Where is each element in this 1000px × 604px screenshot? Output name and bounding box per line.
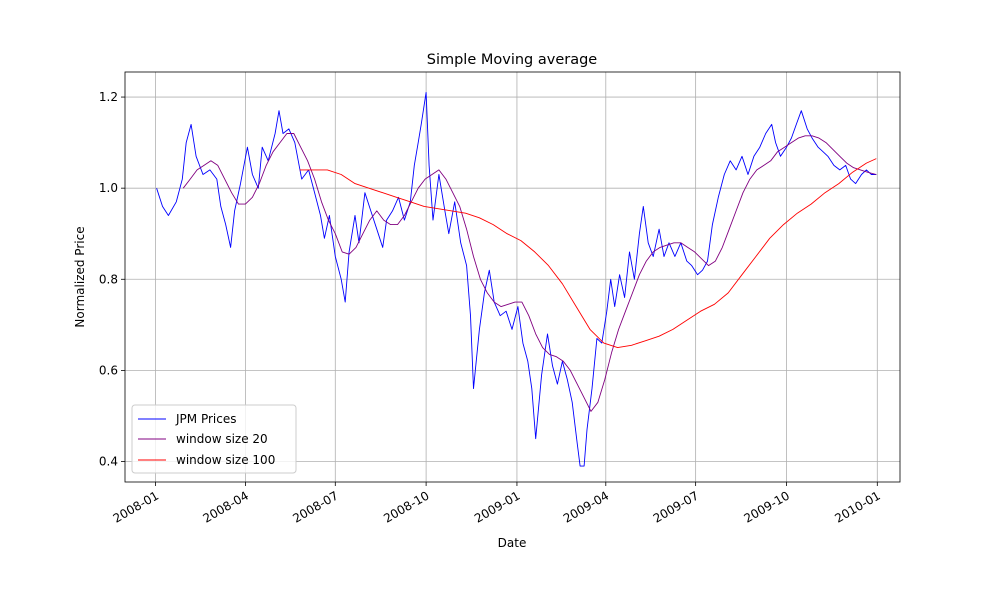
series-line-window-20 — [182, 133, 877, 412]
x-tick-label: 2008-07 — [290, 488, 340, 525]
y-tick-label: 1.2 — [99, 90, 118, 104]
x-tick-label: 2009-04 — [561, 488, 611, 525]
legend-label-window-20: window size 20 — [176, 432, 268, 446]
y-tick-label: 1.0 — [99, 181, 118, 195]
y-axis-label: Normalized Price — [73, 226, 87, 327]
y-tick-label: 0.8 — [99, 272, 118, 286]
legend: JPM Prices window size 20 window size 10… — [131, 404, 297, 474]
y-tick-label: 0.6 — [99, 363, 118, 377]
legend-box — [131, 404, 297, 474]
legend-label-jpm-prices: JPM Prices — [175, 412, 236, 426]
legend-label-window-100: window size 100 — [176, 453, 275, 467]
series-line-window-100 — [299, 158, 877, 349]
x-axis-label: Date — [498, 536, 527, 550]
series-line-jpm-prices — [156, 92, 877, 467]
y-tick-label: 0.4 — [99, 455, 118, 469]
x-tick-label: 2009-01 — [472, 488, 522, 525]
x-tick-label: 2008-04 — [201, 488, 251, 525]
x-tick-label: 2009-10 — [742, 488, 792, 525]
plot-frame — [124, 71, 901, 483]
x-tick-label: 2008-01 — [111, 488, 161, 525]
x-tick-label: 2010-01 — [832, 488, 882, 525]
grid-lines — [125, 72, 900, 482]
chart-title: Simple Moving average — [427, 52, 598, 68]
series-lines — [156, 92, 877, 467]
x-tick-label: 2008-10 — [381, 488, 431, 525]
x-tick-label: 2009-07 — [651, 488, 701, 525]
